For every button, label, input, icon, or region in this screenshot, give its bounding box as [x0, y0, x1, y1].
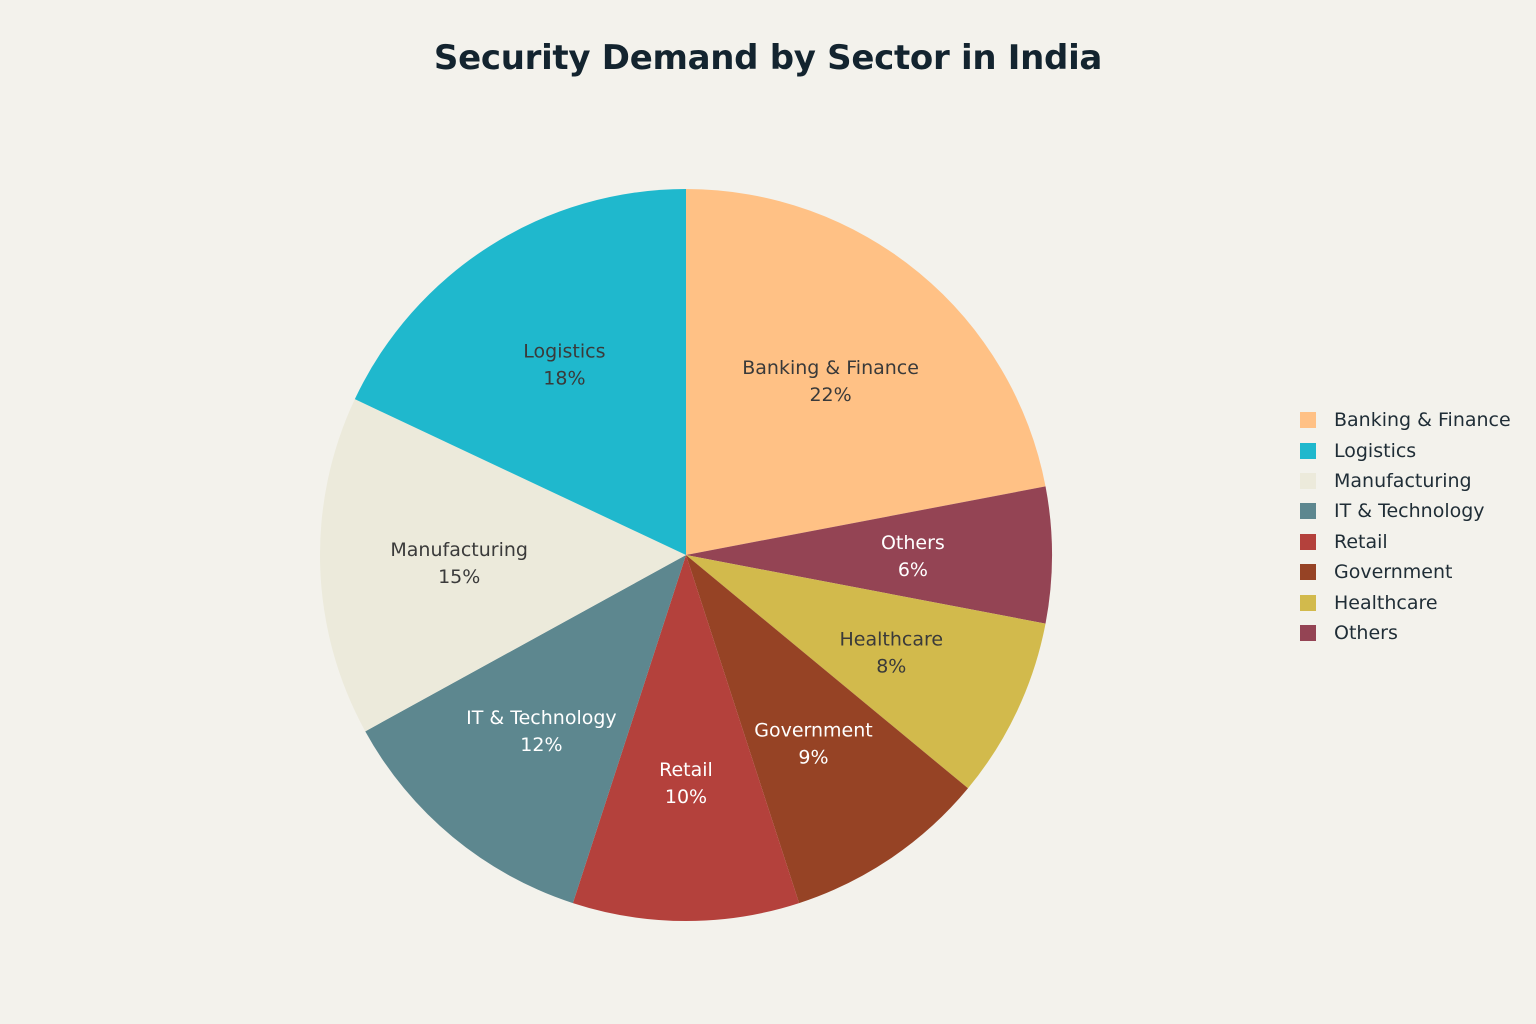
slice-value-manufacturing: 15% — [438, 566, 480, 588]
pie-slice-government — [686, 555, 969, 904]
slice-value-retail: 10% — [665, 786, 707, 808]
legend-label: Logistics — [1334, 439, 1417, 462]
slice-label-healthcare: Healthcare — [840, 629, 944, 651]
legend-label: Manufacturing — [1334, 469, 1472, 492]
slice-value-others: 6% — [898, 559, 928, 581]
legend-item-banking-and-finance[interactable]: Banking & Finance — [1300, 405, 1530, 435]
legend-item-others[interactable]: Others — [1300, 618, 1530, 648]
legend-swatch — [1300, 624, 1316, 641]
legend: Banking & Finance Logistics Manufacturing I… — [1300, 405, 1530, 648]
legend-item-retail[interactable]: Retail — [1300, 527, 1530, 557]
legend-label: Government — [1334, 561, 1453, 584]
slice-value-government: 9% — [798, 747, 828, 769]
slice-label-retail: Retail — [659, 759, 713, 781]
slice-value-logistics: 18% — [543, 367, 585, 389]
pie-slice-healthcare — [686, 555, 1046, 789]
slice-label-logistics: Logistics — [523, 340, 605, 362]
pie-slice-logistics — [354, 189, 686, 555]
slice-value-healthcare: 8% — [876, 656, 906, 678]
legend-swatch — [1300, 442, 1316, 459]
legend-label: IT & Technology — [1334, 500, 1485, 523]
legend-item-healthcare[interactable]: Healthcare — [1300, 587, 1530, 617]
legend-swatch — [1300, 503, 1316, 520]
legend-item-government[interactable]: Government — [1300, 557, 1530, 587]
legend-swatch — [1300, 412, 1316, 429]
legend-swatch — [1300, 472, 1316, 489]
legend-label: Banking & Finance — [1334, 409, 1511, 432]
slice-label-government: Government — [754, 720, 873, 742]
chart-title: Security Demand by Sector in India — [433, 38, 1103, 78]
legend-swatch — [1300, 533, 1316, 550]
slice-label-manufacturing: Manufacturing — [390, 539, 528, 561]
slice-value-it-and-technology: 12% — [520, 734, 562, 756]
slice-label-it-and-technology: IT & Technology — [466, 707, 617, 729]
legend-label: Others — [1334, 621, 1398, 644]
legend-label: Retail — [1334, 530, 1388, 553]
slice-label-banking-and-finance: Banking & Finance — [742, 357, 919, 379]
pie-slice-manufacturing — [319, 399, 686, 732]
pie-slice-retail — [572, 555, 800, 922]
pie-slice-others — [686, 486, 1053, 624]
legend-item-logistics[interactable]: Logistics — [1300, 435, 1530, 465]
slice-value-banking-and-finance: 22% — [809, 384, 851, 406]
legend-item-it-and-technology[interactable]: IT & Technology — [1300, 496, 1530, 526]
legend-swatch — [1300, 564, 1316, 581]
legend-swatch — [1300, 594, 1316, 611]
pie-slice-it-and-technology — [365, 555, 686, 904]
legend-label: Healthcare — [1334, 591, 1438, 614]
pie-slice-banking-and-finance — [686, 189, 1046, 555]
slice-label-others: Others — [881, 532, 945, 554]
legend-item-manufacturing[interactable]: Manufacturing — [1300, 466, 1530, 496]
